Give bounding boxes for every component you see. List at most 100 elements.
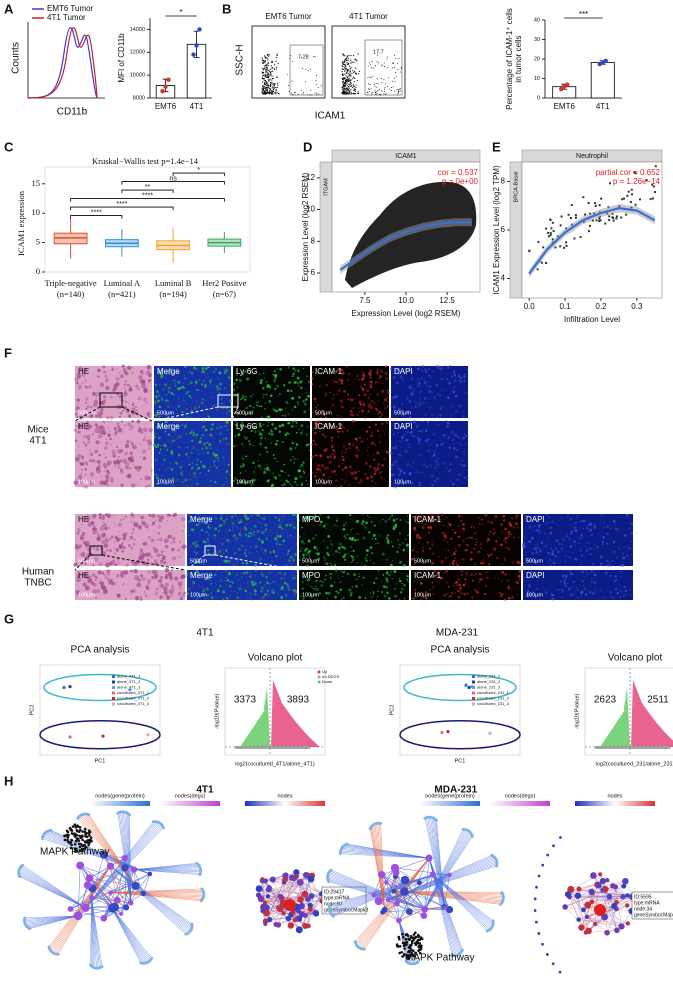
micrograph-texture [446, 517, 448, 519]
micrograph-texture [305, 433, 308, 435]
micrograph-texture [231, 522, 235, 525]
micrograph-texture [215, 535, 217, 537]
significance-label: * [179, 8, 182, 17]
point-cloud-texture [615, 215, 618, 218]
micrograph-texture [428, 368, 431, 371]
micrograph-texture [330, 564, 333, 567]
micrograph-texture [155, 426, 158, 429]
micrograph-texture [114, 552, 117, 555]
micrograph-texture [315, 514, 317, 516]
micrograph-texture [466, 592, 469, 596]
micrograph-texture [79, 544, 81, 546]
cell-density [347, 78, 349, 80]
micrograph-texture [327, 553, 330, 557]
micrograph-texture [441, 531, 443, 534]
micrograph-texture [302, 597, 305, 600]
micrograph-texture [120, 483, 124, 487]
cell-density [369, 62, 371, 64]
cell-density [275, 89, 277, 91]
micrograph-texture [239, 465, 243, 469]
micrograph-texture [139, 548, 144, 552]
data-point [565, 82, 570, 87]
micrograph-texture [201, 575, 203, 577]
point-cloud-texture [634, 203, 637, 206]
micrograph-texture [566, 515, 570, 518]
dataset-title: MDA-231 [436, 628, 479, 639]
micrograph-texture [162, 586, 168, 592]
cell-density [345, 67, 348, 70]
micrograph-texture [581, 570, 584, 574]
micrograph-texture [317, 372, 320, 374]
cell-density [378, 62, 380, 64]
micrograph-texture [206, 576, 210, 579]
micrograph-texture [218, 529, 220, 531]
micrograph-texture [115, 548, 119, 552]
micrograph-texture [333, 455, 337, 459]
micrograph-texture [338, 399, 341, 401]
micrograph-texture [502, 519, 506, 522]
cell-density [399, 88, 401, 90]
micrograph-texture [408, 385, 412, 389]
micrograph-texture [258, 378, 260, 381]
micrograph-texture [440, 484, 442, 486]
micrograph-texture [228, 460, 230, 462]
cell-density [351, 86, 354, 88]
micrograph-texture [444, 537, 447, 540]
micrograph-texture [307, 539, 311, 543]
micrograph-texture [336, 525, 338, 527]
micrograph-texture [548, 564, 552, 567]
micrograph-texture [189, 406, 191, 408]
micrograph-texture [580, 534, 583, 537]
micrograph-texture [358, 436, 362, 439]
micrograph-texture [290, 554, 293, 556]
micrograph-texture [351, 537, 355, 540]
point-cloud-texture [598, 220, 601, 223]
micrograph-texture [170, 405, 173, 407]
micrograph-texture [568, 571, 570, 573]
micrograph-texture [438, 555, 441, 558]
cell-density [317, 86, 319, 88]
micrograph-texture [283, 483, 286, 486]
cell-density [348, 79, 350, 81]
micrograph-texture [308, 409, 310, 411]
micrograph-texture [340, 402, 343, 404]
micrograph-texture [313, 519, 315, 521]
micrograph-texture [213, 453, 217, 457]
micrograph-texture [193, 543, 195, 545]
micrograph-texture [449, 468, 452, 471]
micrograph-texture [504, 559, 506, 561]
micrograph-texture [456, 478, 459, 482]
micrograph-texture [110, 443, 112, 445]
micrograph-texture [164, 480, 166, 482]
micrograph-texture [341, 405, 344, 409]
legend-label: Down [322, 679, 332, 684]
micrograph-texture [76, 594, 79, 597]
cell-density [271, 60, 273, 62]
scale-bar-label: 500μm [414, 558, 431, 564]
micrograph-texture [461, 558, 464, 561]
micrograph-texture [283, 572, 287, 576]
micrograph-texture [450, 405, 453, 408]
legend-swatch [472, 691, 475, 695]
micrograph-texture [115, 368, 117, 370]
micrograph-texture [251, 599, 253, 601]
micrograph-texture [390, 404, 393, 407]
micrograph-texture [147, 552, 152, 556]
micrograph-texture [276, 540, 278, 542]
micrograph-texture [445, 377, 449, 381]
cell-density [346, 57, 348, 59]
micrograph-texture [142, 427, 148, 433]
micrograph-texture [235, 516, 238, 518]
micrograph-texture [104, 374, 108, 378]
micrograph-texture [300, 549, 302, 551]
micrograph-texture [417, 517, 420, 521]
micrograph-texture [129, 467, 132, 470]
pathway-label: MAPK Pathway [40, 847, 109, 858]
cell-density [350, 82, 352, 84]
micrograph-texture [169, 463, 172, 465]
micrograph-texture [171, 439, 175, 443]
micrograph-texture [83, 434, 87, 439]
micrograph-texture [317, 403, 319, 405]
micrograph-texture [191, 476, 193, 478]
legend-label: cocultured_231_1 [477, 690, 510, 695]
